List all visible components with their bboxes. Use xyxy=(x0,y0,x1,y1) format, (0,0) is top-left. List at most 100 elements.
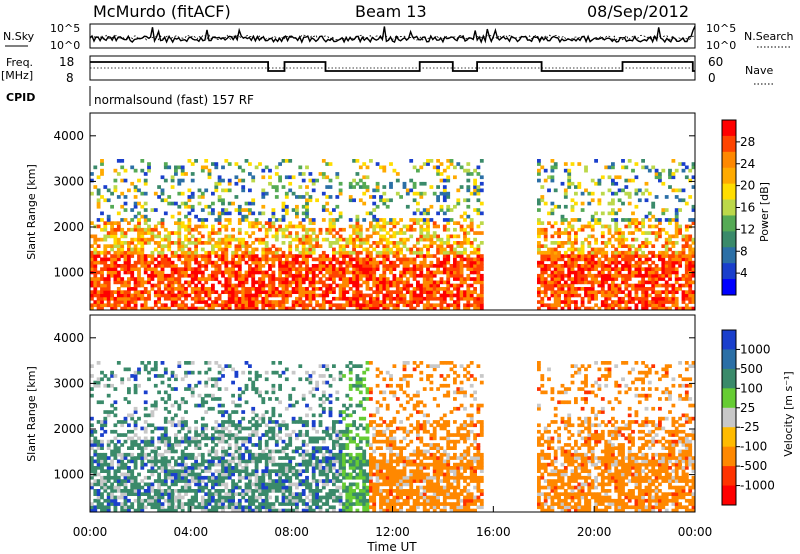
heatmap-cell xyxy=(395,191,400,196)
heatmap-cell xyxy=(671,287,676,291)
heatmap-cell xyxy=(684,306,689,311)
heatmap-cell xyxy=(631,273,635,278)
heatmap-cell xyxy=(584,260,588,265)
heatmap-cell xyxy=(688,280,693,285)
heatmap-cell xyxy=(439,296,444,301)
heatmap-cell xyxy=(123,195,128,199)
heatmap-cell xyxy=(379,287,383,291)
heatmap-cell xyxy=(318,227,323,232)
heatmap-cell xyxy=(473,290,477,294)
heatmap-cell xyxy=(305,191,309,196)
heatmap-cell xyxy=(664,264,669,268)
heatmap-cell xyxy=(553,241,558,245)
heatmap-cell xyxy=(607,273,612,278)
heatmap-cell xyxy=(254,429,259,434)
heatmap-cell xyxy=(116,485,121,490)
heatmap-cell xyxy=(140,244,145,248)
heatmap-cell xyxy=(604,254,609,258)
heatmap-cell xyxy=(658,267,662,271)
heatmap-cell xyxy=(160,469,165,473)
heatmap-cell xyxy=(143,280,148,285)
heatmap-cell xyxy=(328,277,333,281)
heatmap-cell xyxy=(355,280,360,285)
heatmap-cell xyxy=(180,423,185,428)
heatmap-cell xyxy=(600,234,605,239)
heatmap-cell xyxy=(594,221,598,225)
heatmap-cell xyxy=(691,264,696,268)
heatmap-cell xyxy=(221,475,225,480)
heatmap-cell xyxy=(211,498,215,503)
heatmap-cell xyxy=(301,244,306,248)
heatmap-cell xyxy=(537,178,541,183)
heatmap-cell xyxy=(409,178,414,183)
heatmap-cell xyxy=(597,306,602,311)
heatmap-cell xyxy=(130,241,135,245)
heatmap-cell xyxy=(133,214,138,219)
heatmap-cell xyxy=(264,472,269,477)
heatmap-cell xyxy=(133,227,138,232)
heatmap-cell xyxy=(113,227,118,232)
heatmap-cell xyxy=(305,273,309,278)
heatmap-cell xyxy=(325,270,330,275)
heatmap-cell xyxy=(399,280,403,285)
heatmap-cell xyxy=(147,277,151,281)
heatmap-cell xyxy=(375,231,380,235)
heatmap-cell xyxy=(147,237,151,242)
heatmap-cell xyxy=(93,443,98,447)
heatmap-cell xyxy=(479,290,484,294)
heatmap-cell xyxy=(570,162,575,166)
heatmap-cell xyxy=(392,221,397,225)
heatmap-cell xyxy=(231,410,235,414)
heatmap-cell xyxy=(204,433,209,437)
heatmap-cell xyxy=(453,204,457,209)
heatmap-cell xyxy=(295,260,299,265)
heatmap-cell xyxy=(419,273,424,278)
heatmap-cell xyxy=(140,505,145,510)
heatmap-cell xyxy=(133,306,138,311)
heatmap-cell xyxy=(204,443,209,447)
heatmap-cell xyxy=(227,446,232,450)
heatmap-cell xyxy=(90,303,94,308)
heatmap-cell xyxy=(405,191,410,196)
heatmap-cell xyxy=(318,267,323,271)
heatmap-cell xyxy=(453,221,457,225)
heatmap-cell xyxy=(600,264,605,268)
heatmap-cell xyxy=(231,423,235,428)
heatmap-cell xyxy=(422,191,427,196)
heatmap-cell xyxy=(110,244,114,248)
heatmap-cell xyxy=(453,273,457,278)
heatmap-cell xyxy=(261,254,266,258)
heatmap-cell xyxy=(355,172,360,176)
heatmap-cell xyxy=(100,459,104,464)
heatmap-cell xyxy=(688,296,693,301)
heatmap-cell xyxy=(200,264,205,268)
heatmap-cell xyxy=(163,416,168,421)
heatmap-cell xyxy=(174,221,178,225)
heatmap-cell xyxy=(184,475,188,480)
heatmap-cell xyxy=(691,273,696,278)
heatmap-cell xyxy=(261,492,266,496)
heatmap-cell xyxy=(217,397,222,401)
heatmap-cell xyxy=(590,178,595,183)
heatmap-cell xyxy=(664,306,669,311)
heatmap-cell xyxy=(140,449,145,454)
heatmap-cell xyxy=(664,270,669,275)
heatmap-cell xyxy=(174,433,178,437)
heatmap-cell xyxy=(157,439,161,444)
heatmap-cell xyxy=(348,237,353,242)
heatmap-cell xyxy=(110,191,114,196)
heatmap-cell xyxy=(621,188,625,193)
heatmap-cell xyxy=(311,257,316,262)
heatmap-cell xyxy=(372,283,377,288)
heatmap-cell xyxy=(150,505,155,510)
heatmap-cell xyxy=(160,466,165,470)
heatmap-cell xyxy=(96,296,101,301)
heatmap-cell xyxy=(664,237,669,242)
heatmap-cell xyxy=(264,466,269,470)
heatmap-cell xyxy=(231,267,235,271)
heatmap-cell xyxy=(130,264,135,268)
heatmap-cell xyxy=(207,489,212,493)
heatmap-cell xyxy=(214,436,219,441)
heatmap-cell xyxy=(439,277,444,281)
heatmap-cell xyxy=(231,237,235,242)
